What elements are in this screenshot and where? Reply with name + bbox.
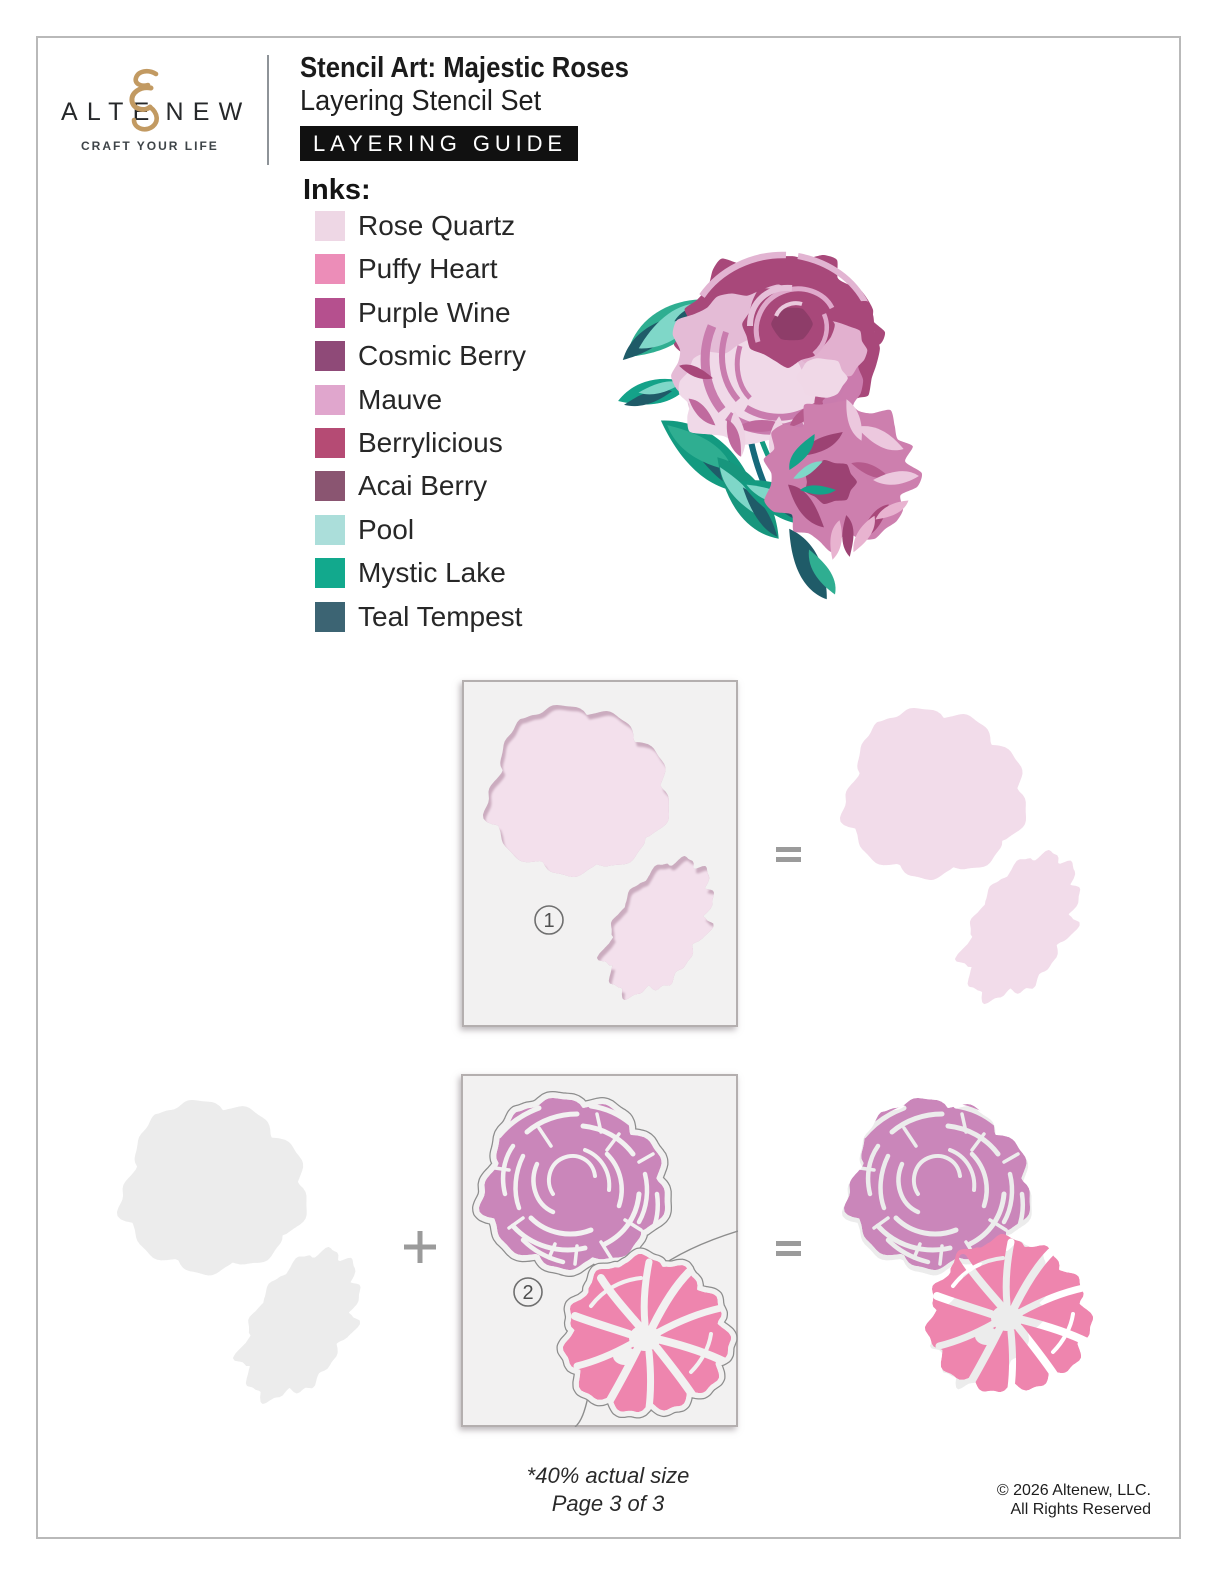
svg-text:1: 1 (543, 910, 554, 932)
svg-text:2: 2 (522, 1282, 533, 1304)
